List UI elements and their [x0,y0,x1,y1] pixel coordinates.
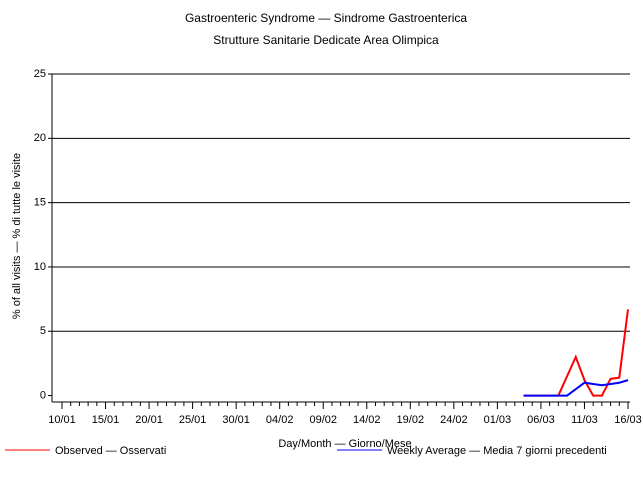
x-tick-label: 01/03 [484,414,512,426]
x-tick-label: 25/01 [179,414,207,426]
x-tick-label: 06/03 [527,414,555,426]
x-tick-label: 16/03 [614,414,642,426]
legend-label: Observed — Osservati [55,445,166,457]
x-axis-label: Day/Month — Giorno/Mese [278,438,411,450]
x-tick-label: 30/01 [222,414,250,426]
y-tick-label: 15 [34,197,46,209]
y-tick-label: 0 [40,389,46,401]
x-tick-label: 20/01 [135,414,163,426]
y-tick-label: 10 [34,261,46,273]
y-axis-label: % of all visits — % di tutte le visite [11,153,23,319]
y-tick-label: 20 [34,132,46,144]
x-tick-label: 24/02 [440,414,468,426]
data-line [523,309,629,397]
x-tick-label: 11/03 [571,414,598,426]
chart-title: Gastroenteric Syndrome — Sindrome Gastro… [185,11,467,25]
y-tick-label: 25 [34,68,46,80]
x-tick-label: 10/01 [48,414,76,426]
x-tick-label: 14/02 [353,414,381,426]
x-tick-label: 19/02 [397,414,425,426]
x-tick-label: 09/02 [309,414,337,426]
legend-label: Weekly Average — Media 7 giorni preceden… [387,445,607,457]
data-line [523,379,629,397]
chart-subtitle: Strutture Sanitarie Dedicate Area Olimpi… [213,33,439,47]
x-tick-label: 04/02 [266,414,294,426]
x-tick-label: 15/01 [92,414,120,426]
y-tick-label: 5 [40,325,46,337]
